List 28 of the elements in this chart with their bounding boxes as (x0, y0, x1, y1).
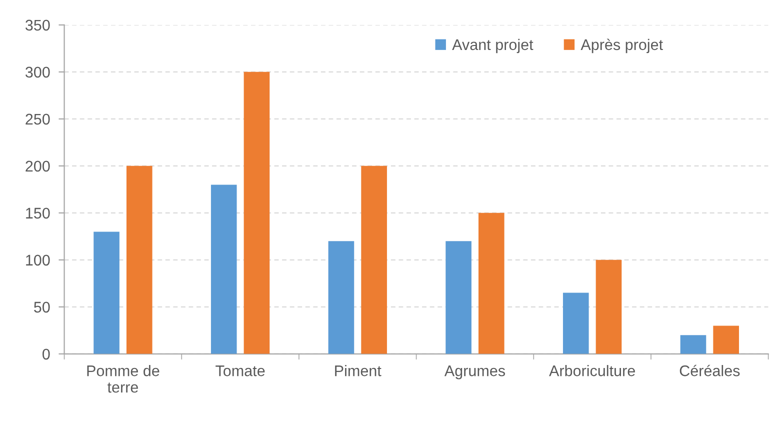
x-tick-label: Arboriculture (549, 365, 635, 376)
bar (328, 241, 354, 354)
y-tick-label: 150 (26, 208, 50, 219)
x-tick-label: Agrumes (444, 366, 505, 380)
y-tick-label: 0 (42, 348, 50, 360)
x-tick-label: Céréales (680, 364, 740, 376)
x-tick-label: Piment (335, 365, 382, 376)
y-tick-label: 300 (25, 66, 50, 78)
y-tick-label: 250 (26, 114, 50, 125)
x-tick-label: Tomate (216, 366, 265, 376)
bar (596, 260, 622, 354)
bar (244, 72, 270, 354)
y-tick-label: 200 (26, 160, 50, 172)
bar (94, 232, 120, 354)
bar (210, 184, 237, 354)
y-tick-label: 100 (26, 254, 50, 266)
y-tick-label: 50 (34, 302, 50, 313)
bar (713, 326, 739, 354)
bar (680, 335, 706, 354)
y-tick-label: 350 (25, 20, 50, 31)
x-tick-label: Pomme de terre (87, 365, 160, 393)
bar (478, 212, 504, 354)
bar (562, 292, 589, 354)
bar (446, 241, 472, 354)
legend-label: Après projet (580, 38, 663, 54)
bar (126, 166, 152, 354)
legend-label: Avant projet (452, 38, 534, 54)
bar (361, 166, 387, 354)
